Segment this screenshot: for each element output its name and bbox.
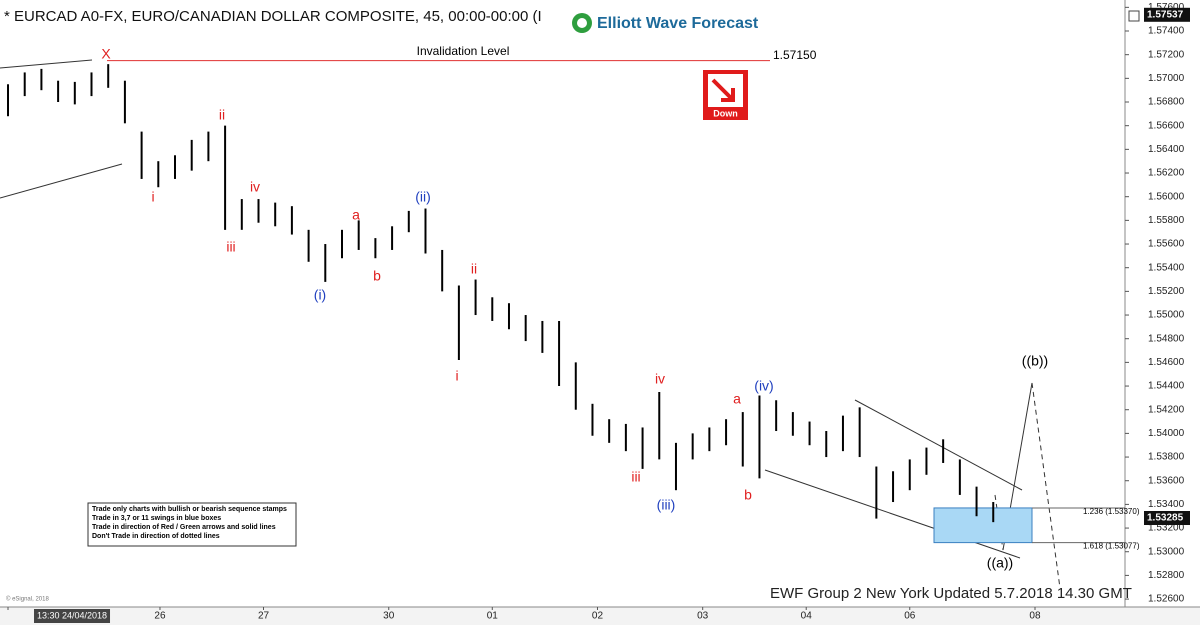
wave-label: (i) xyxy=(314,287,326,303)
note: Don't Trade in direction of dotted lines xyxy=(92,533,220,540)
wave-label: a xyxy=(352,207,360,223)
fib-label: 1.236 (1.53370) xyxy=(1083,507,1140,516)
x-tick-label: 02 xyxy=(592,611,604,622)
target-box xyxy=(933,507,1033,544)
y-tick-label: 1.55400 xyxy=(1148,262,1185,273)
invalidation-label: 1.57150 xyxy=(773,48,817,62)
wave-label: b xyxy=(373,268,381,284)
x-tick-label: 04 xyxy=(801,611,813,622)
note: Trade only charts with bullish or bearis… xyxy=(92,506,287,513)
y-tick-label: 1.57600 xyxy=(1148,2,1185,13)
notes-box: Trade only charts with bullish or bearis… xyxy=(87,502,297,547)
wave-label: a xyxy=(733,391,741,407)
x-tick-label: 13:30 24/04/2018 xyxy=(37,610,107,620)
notes-frame xyxy=(87,502,297,547)
y-tick-label: 1.54200 xyxy=(1148,404,1185,415)
y-tick-label: 1.54400 xyxy=(1148,381,1185,392)
y-tick-label: 1.55200 xyxy=(1148,286,1185,297)
x-tick-label: 01 xyxy=(487,611,499,622)
wave-label: i xyxy=(455,368,458,384)
wave-label: (ii) xyxy=(415,189,431,205)
down-badge: Down xyxy=(703,70,748,120)
wave-label: (iv) xyxy=(754,378,773,394)
y-tick-label: 1.57400 xyxy=(1148,26,1185,37)
badge-text: Down xyxy=(713,108,738,118)
y-tick-label: 1.56800 xyxy=(1148,97,1185,108)
y-tick-label: 1.53200 xyxy=(1148,523,1185,534)
x-tick-label: 06 xyxy=(904,611,916,622)
y-tick-label: 1.55800 xyxy=(1148,215,1185,226)
wave-label: iii xyxy=(226,239,235,255)
chart-title: * EURCAD A0-FX, EURO/CANADIAN DOLLAR COM… xyxy=(4,8,542,25)
invalidation-text: Invalidation Level xyxy=(417,44,510,58)
channel-line xyxy=(0,163,123,199)
y-tick-label: 1.56400 xyxy=(1148,144,1185,155)
y-tick-label: 1.54000 xyxy=(1148,428,1185,439)
price-marker xyxy=(1144,511,1190,526)
wave-label: iii xyxy=(631,469,640,485)
y-tick-label: 1.53000 xyxy=(1148,546,1185,557)
badge-arrow xyxy=(711,78,735,102)
wave-label: i xyxy=(151,189,154,205)
y-tick-label: 1.54600 xyxy=(1148,357,1185,368)
wave-label: iv xyxy=(655,371,665,387)
projection-dotted xyxy=(1031,382,1061,589)
fib-label: 1.618 (1.53077) xyxy=(1083,542,1140,551)
note: Trade in direction of Red / Green arrows… xyxy=(92,524,276,531)
wave-label: ii xyxy=(219,107,225,123)
y-tick-label: 1.57200 xyxy=(1148,49,1185,60)
y-tick-label: 1.53400 xyxy=(1148,499,1185,510)
wave-label: iv xyxy=(250,179,260,195)
logo: Elliott Wave Forecast xyxy=(572,13,759,33)
wave-label: X xyxy=(101,46,111,62)
y-tick-label: 1.52800 xyxy=(1148,570,1185,581)
y-tick-label: 1.52600 xyxy=(1148,594,1185,605)
y-tick-label: 1.57000 xyxy=(1148,73,1185,84)
wedge-line xyxy=(764,469,1021,559)
logo-text: Elliott Wave Forecast xyxy=(597,15,759,32)
wave-label: (iii) xyxy=(657,497,676,513)
x-tick-label: 26 xyxy=(154,611,166,622)
wave-label: ((a)) xyxy=(987,555,1013,571)
y-tick-label: 1.56200 xyxy=(1148,168,1185,179)
y-tick-label: 1.54800 xyxy=(1148,333,1185,344)
price-marker-label: 1.53285 xyxy=(1147,513,1184,524)
x-tick-label: 03 xyxy=(697,611,709,622)
x-tick-label: 08 xyxy=(1029,611,1041,622)
footer: EWF Group 2 New York Updated 5.7.2018 14… xyxy=(770,585,1132,602)
channel-line xyxy=(0,59,93,69)
x-axis-strip xyxy=(0,607,1200,625)
x-start-box xyxy=(34,609,111,623)
x-tick-label: 30 xyxy=(383,611,395,622)
price-marker-label: 1.57537 xyxy=(1147,9,1184,20)
y-tick-label: 1.53800 xyxy=(1148,452,1185,463)
y-tick-label: 1.55000 xyxy=(1148,310,1185,321)
logo-icon-inner xyxy=(577,18,587,28)
x-tick-label: 27 xyxy=(258,611,270,622)
copyright: © eSignal, 2018 xyxy=(6,596,49,603)
wave-label: b xyxy=(744,487,752,503)
window-icon xyxy=(1128,10,1140,22)
wedge-line xyxy=(854,399,1023,491)
y-tick-label: 1.56600 xyxy=(1148,120,1185,131)
wave-label: ((b)) xyxy=(1022,353,1048,369)
wave-label: ii xyxy=(471,261,477,277)
y-tick-label: 1.56000 xyxy=(1148,191,1185,202)
price-marker xyxy=(1144,7,1190,22)
note: Trade in 3,7 or 11 swings in blue boxes xyxy=(92,515,221,522)
y-tick-label: 1.53600 xyxy=(1148,475,1185,486)
y-tick-label: 1.55600 xyxy=(1148,239,1185,250)
